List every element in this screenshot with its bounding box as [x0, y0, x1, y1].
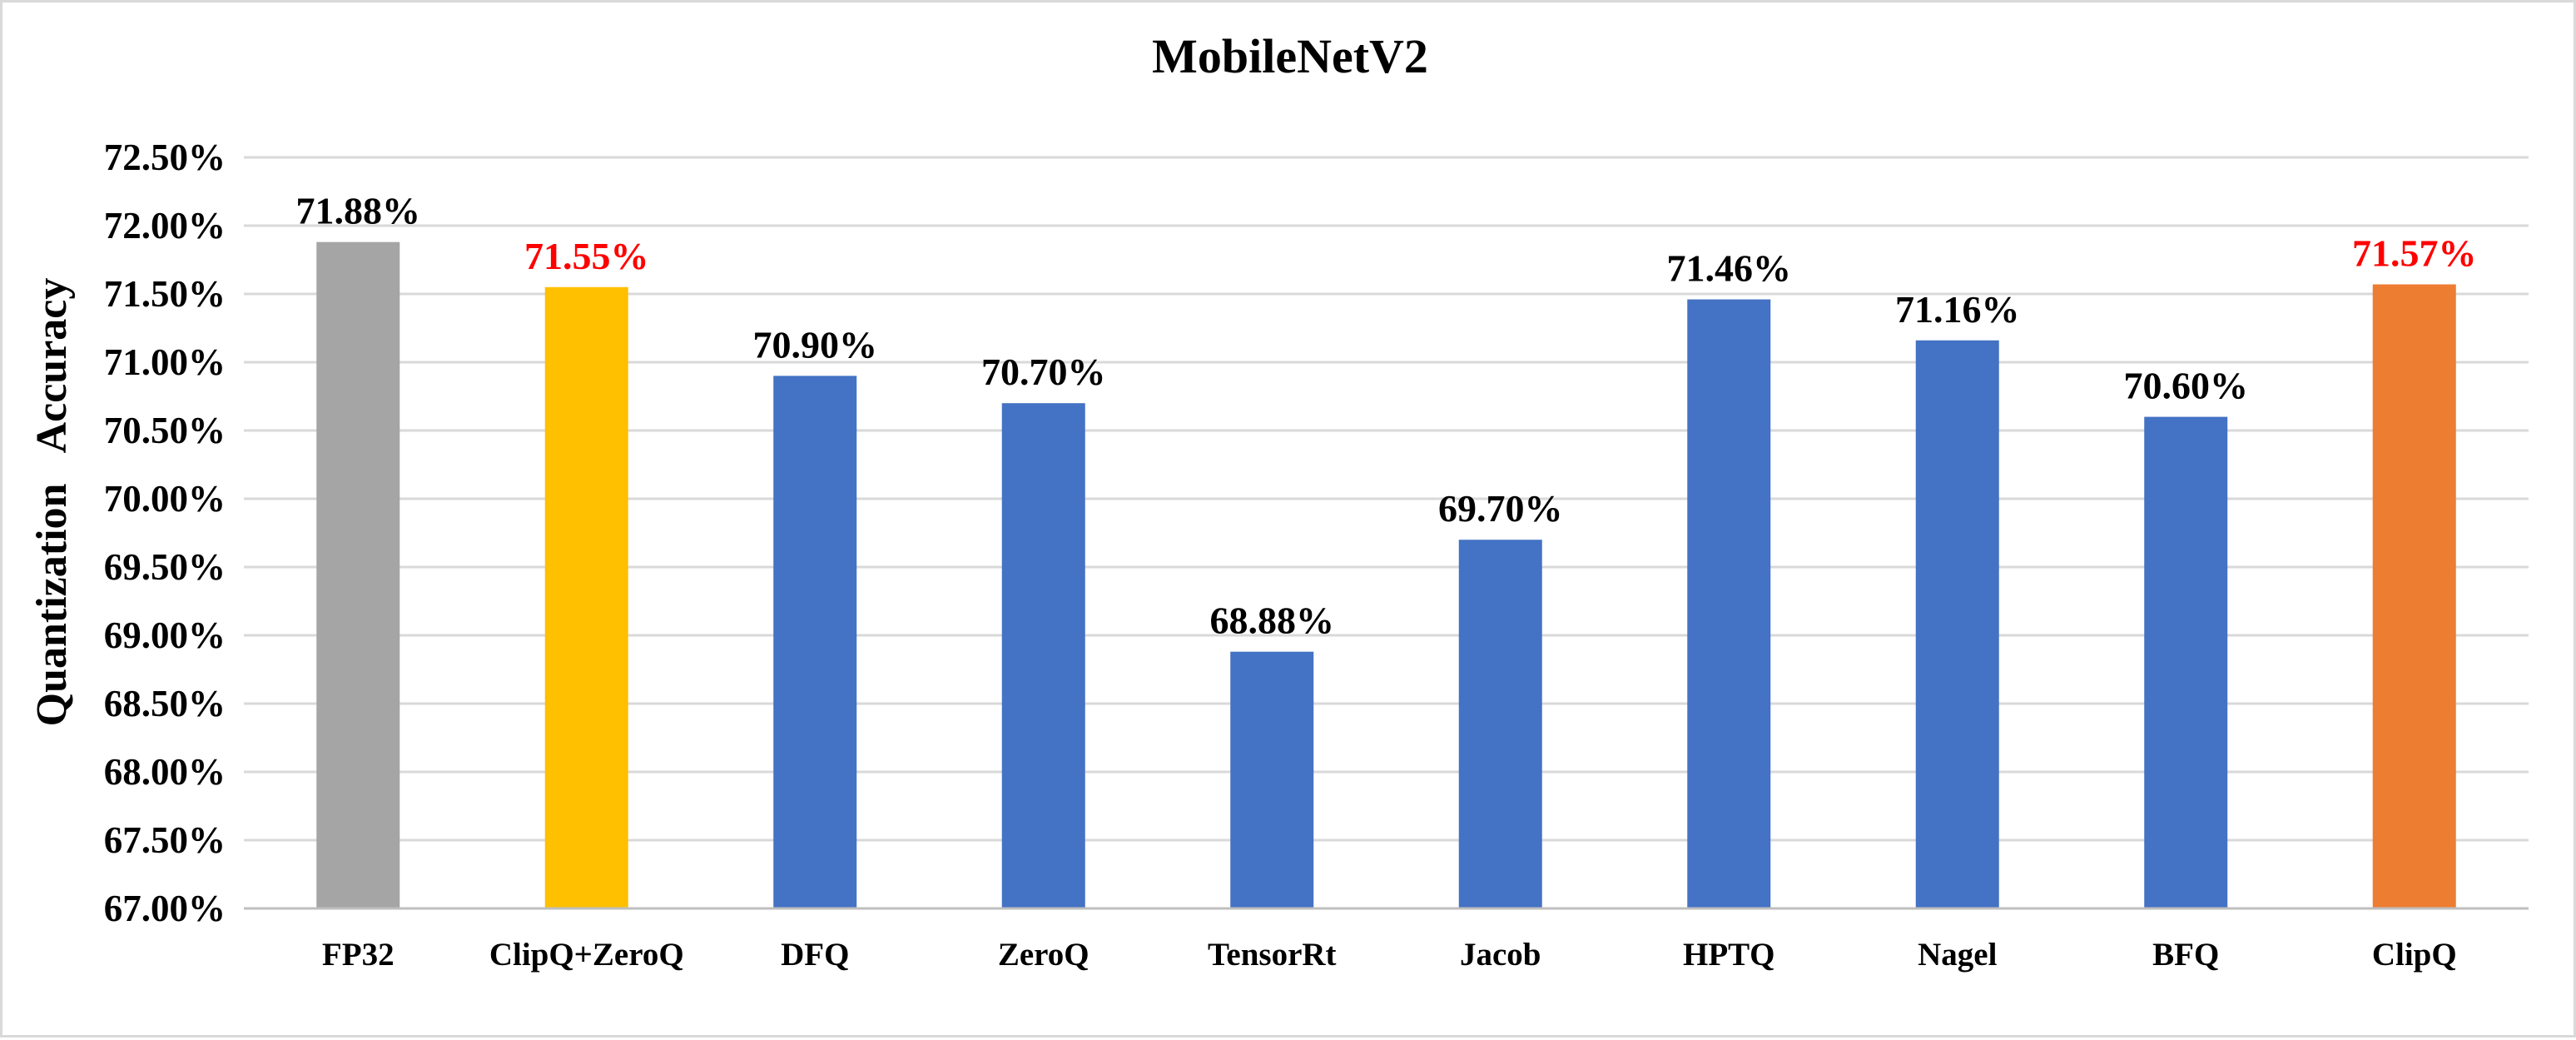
bar [544, 286, 628, 908]
bar [1230, 651, 1314, 908]
bar [316, 241, 400, 908]
y-tick-label: 68.00% [104, 751, 226, 793]
x-tick-label: BFQ [2152, 937, 2219, 973]
bar [1458, 540, 1542, 908]
y-tick-label: 72.50% [104, 137, 226, 178]
x-tick-label: ClipQ [2372, 937, 2457, 973]
x-tick-label: Nagel [1918, 937, 1997, 973]
data-label: 71.16% [1895, 288, 2020, 331]
data-label: 69.70% [1438, 487, 1563, 530]
bar [1001, 403, 1085, 908]
y-axis-label: Quantization Accuracy [28, 278, 76, 727]
bars [316, 241, 2456, 909]
data-label: 68.88% [1210, 600, 1335, 642]
chart-title: MobileNetV2 [1152, 29, 1428, 83]
x-axis-ticks: FP32 ClipQ+ZeroQ DFQ ZeroQ TensorRt Jacob HPTQ… [322, 937, 2457, 973]
y-tick-label: 69.00% [104, 615, 226, 656]
data-label: 70.60% [2124, 365, 2249, 407]
y-tick-label: 67.00% [104, 888, 226, 929]
x-tick-label: ZeroQ [998, 937, 1089, 973]
bar [2372, 284, 2456, 908]
data-label: 71.46% [1667, 247, 1792, 290]
y-tick-label: 71.00% [104, 341, 226, 383]
y-tick-label: 67.50% [104, 819, 226, 861]
data-label: 71.57% [2352, 232, 2477, 275]
y-tick-label: 69.50% [104, 546, 226, 588]
data-label: 70.90% [753, 323, 878, 366]
data-label: 71.55% [524, 235, 649, 277]
bar [1687, 299, 1771, 908]
y-tick-label: 68.50% [104, 683, 226, 724]
x-tick-label: Jacob [1460, 937, 1541, 973]
x-tick-label: TensorRt [1208, 937, 1337, 973]
data-label: 70.70% [981, 351, 1106, 393]
x-tick-label: FP32 [322, 937, 395, 973]
data-label: 71.88% [296, 190, 421, 232]
x-tick-label: DFQ [781, 937, 849, 973]
x-tick-label: ClipQ+ZeroQ [489, 937, 684, 973]
bar [773, 376, 857, 908]
y-axis-ticks: 67.00% 67.50% 68.00% 68.50% 69.00% 69.50% 70.0… [104, 137, 226, 929]
bar [1915, 340, 1999, 908]
y-tick-label: 71.50% [104, 273, 226, 315]
y-tick-label: 70.50% [104, 410, 226, 451]
data-labels: 71.88% 71.55% 70.90% 70.70% 68.88% 69.70% 71.4… [296, 190, 2477, 642]
x-tick-label: HPTQ [1683, 937, 1775, 973]
y-tick-label: 72.00% [104, 205, 226, 246]
y-tick-label: 70.00% [104, 478, 226, 520]
bar [2144, 416, 2228, 909]
